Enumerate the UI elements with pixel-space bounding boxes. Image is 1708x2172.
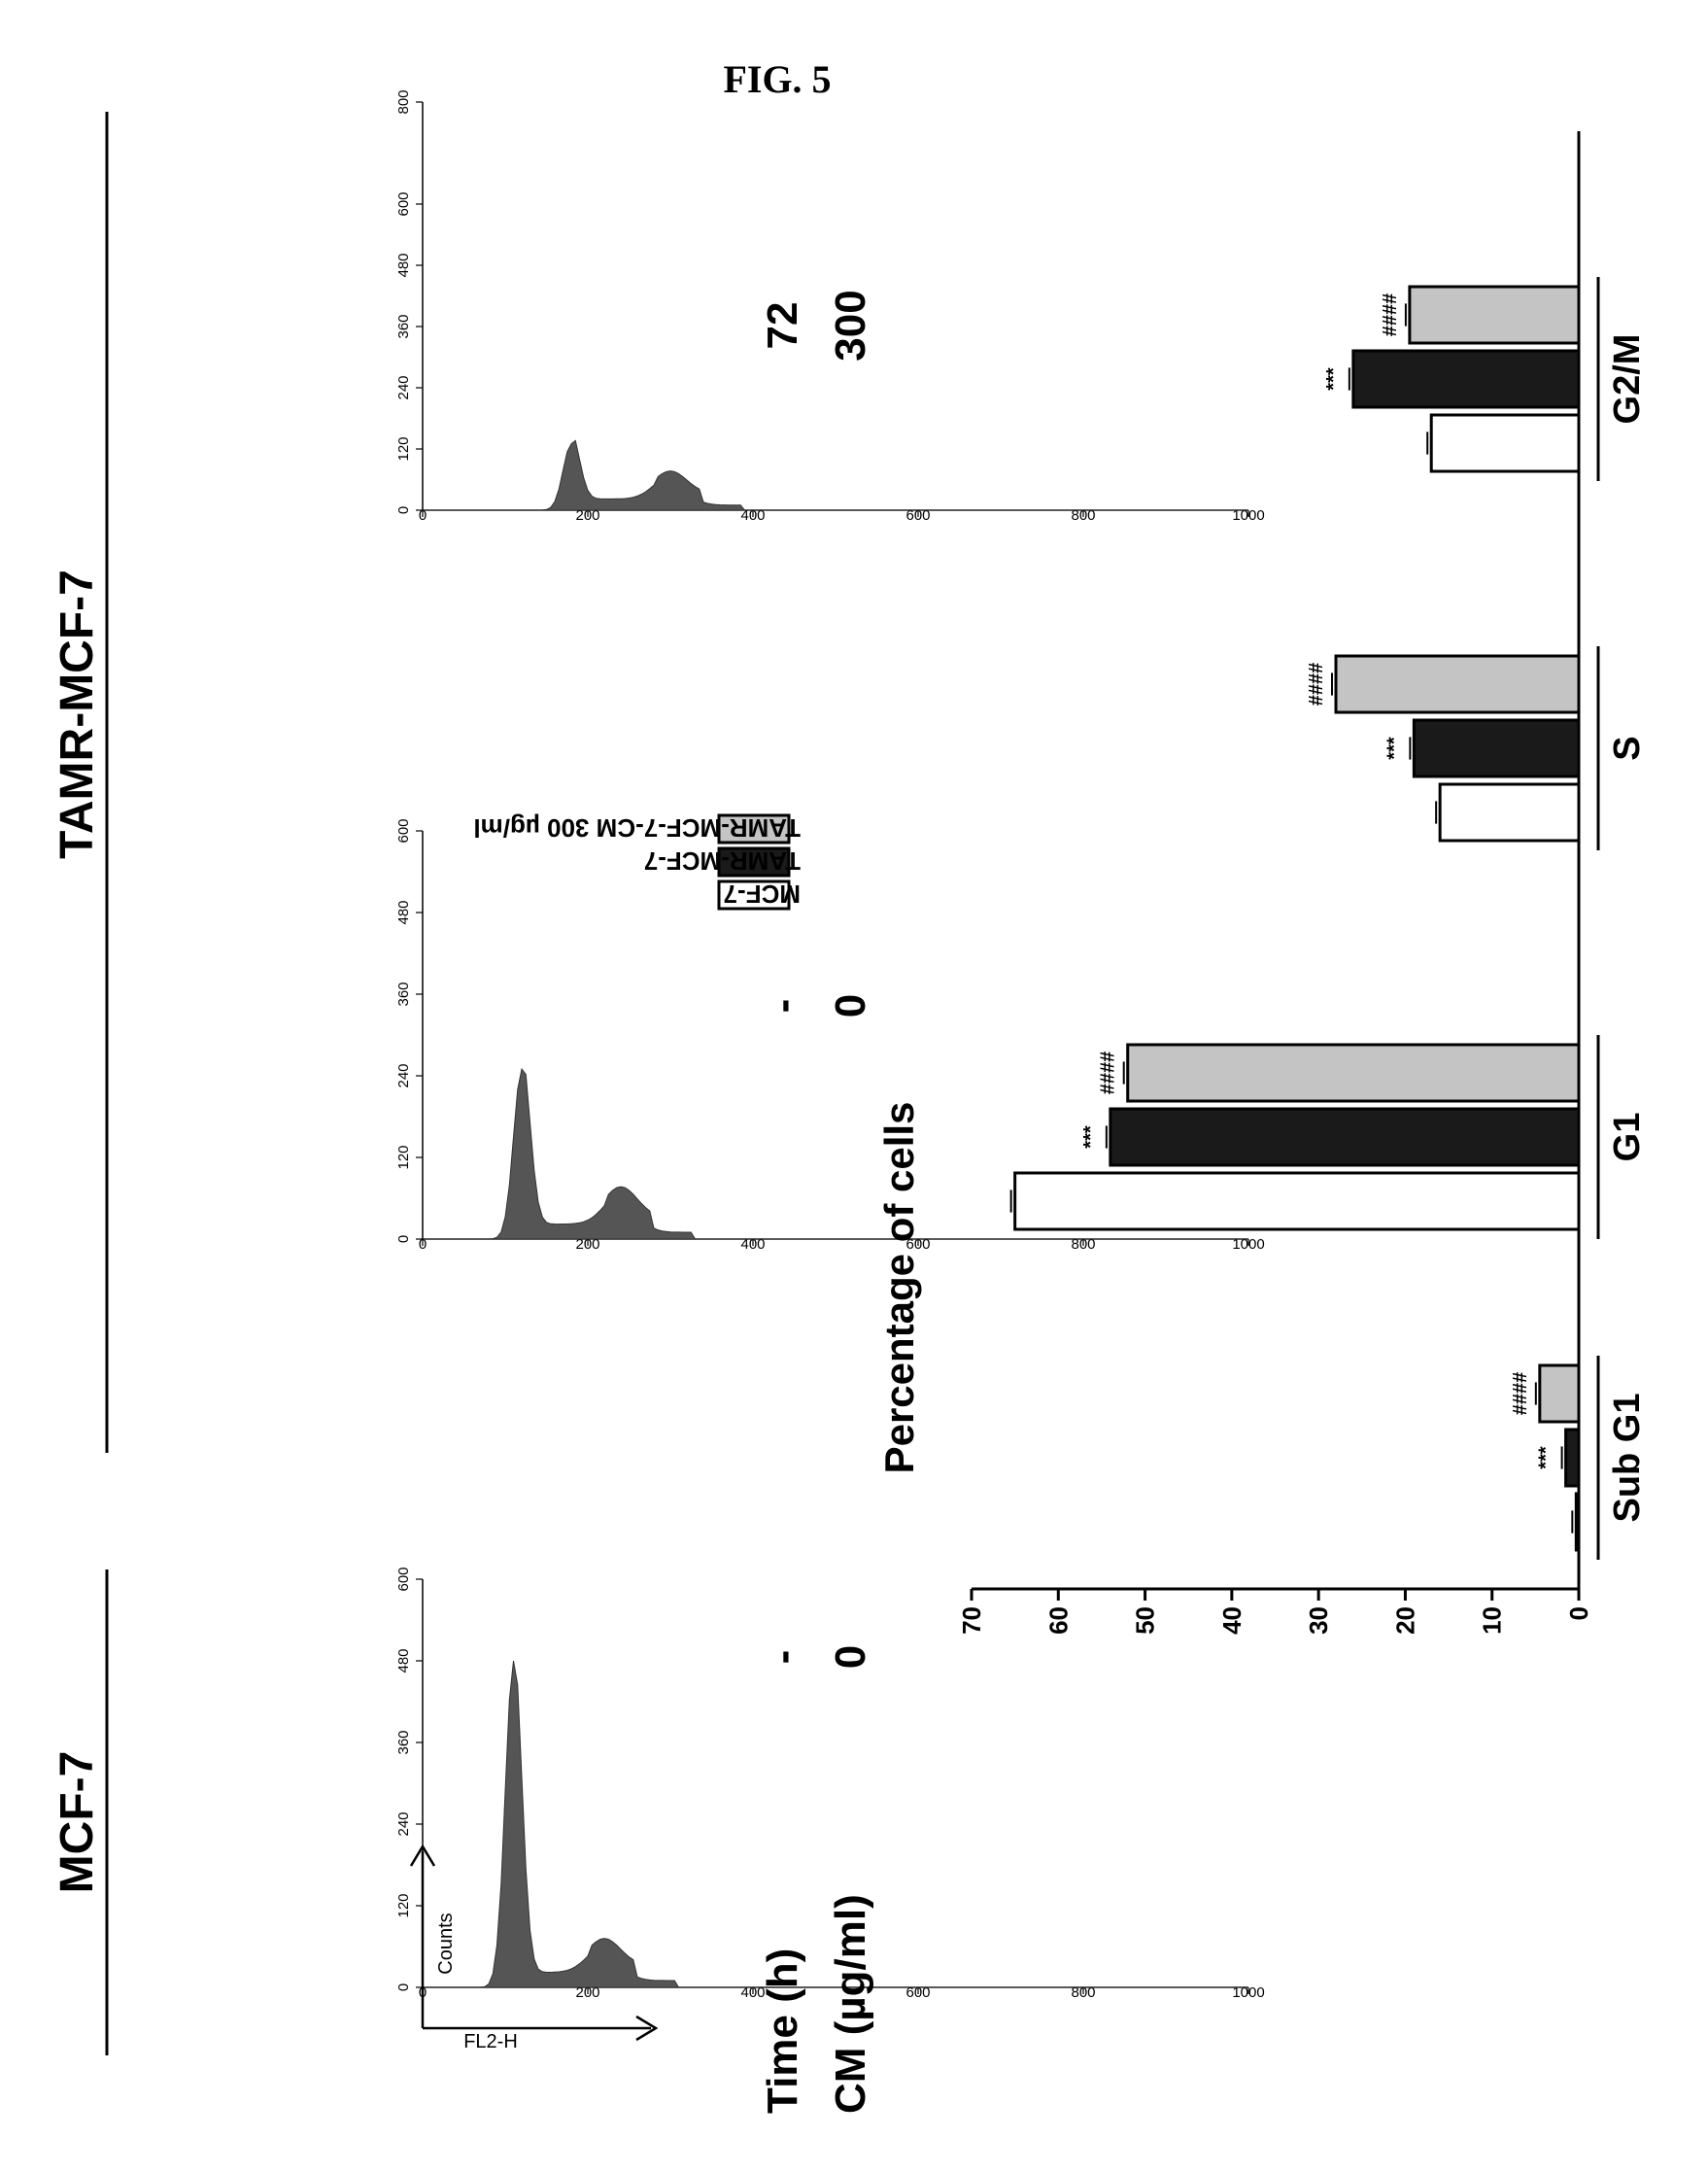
bar-2-1 bbox=[1412, 718, 1581, 778]
bar-2-2 bbox=[1334, 654, 1581, 714]
time-label: Time (h) bbox=[759, 1948, 806, 2114]
bar-1-1 bbox=[1109, 1107, 1581, 1167]
hist-x-tick-label: 400 bbox=[740, 1236, 765, 1253]
hist-x-tick-label: 400 bbox=[740, 507, 765, 524]
significance-label-0: *** bbox=[1536, 1446, 1557, 1469]
bar-y-axis-label: Percentage of cells bbox=[876, 1102, 922, 1474]
legend-swatch-2 bbox=[717, 813, 791, 845]
hist-x-tick-label: 1000 bbox=[1232, 1236, 1264, 1253]
time-value-1: - bbox=[759, 999, 806, 1014]
bar-3-0 bbox=[1429, 413, 1581, 473]
significance-label-5: #### bbox=[1306, 663, 1327, 707]
hist-x-tick-label: 1000 bbox=[1232, 1984, 1264, 2001]
cm-value-1: 0 bbox=[827, 994, 874, 1017]
cm-value-2: 300 bbox=[827, 290, 874, 361]
legend-swatch-0 bbox=[717, 879, 791, 911]
hist-y-arrow-icon bbox=[409, 1844, 436, 2028]
bar-y-tick-label: 70 bbox=[957, 1606, 986, 1635]
bar-0-1 bbox=[1564, 1428, 1581, 1488]
hist-x-tick-label: 200 bbox=[575, 1236, 599, 1253]
bar-y-tick-label: 60 bbox=[1043, 1606, 1073, 1635]
hist-x-tick-label: 200 bbox=[575, 1984, 599, 2001]
bar-y-tick-label: 10 bbox=[1478, 1606, 1507, 1635]
hist-x-tick-label: 1000 bbox=[1232, 507, 1264, 524]
hist-area bbox=[423, 439, 1248, 511]
hist-x-tick-label: 0 bbox=[419, 507, 427, 524]
significance-label-7: #### bbox=[1380, 293, 1401, 337]
category-label-0: Sub G1 bbox=[1607, 1393, 1648, 1522]
bar-3-2 bbox=[1408, 285, 1581, 345]
legend-label-2: TAMR-MCF-7-CM 300 µg/ml bbox=[473, 813, 801, 843]
category-label-3: G2/M bbox=[1607, 334, 1648, 425]
hist-y-tick-label: 480 bbox=[395, 900, 412, 924]
hist-x-tick-label: 800 bbox=[1071, 507, 1095, 524]
hist-y-tick-label: 0 bbox=[395, 506, 412, 514]
hist-y-tick-label: 0 bbox=[395, 1983, 412, 1991]
legend-label-0: MCF-7 bbox=[724, 879, 801, 909]
hist-y-tick-label: 480 bbox=[395, 1648, 412, 1672]
hist-y-tick-label: 120 bbox=[395, 1145, 412, 1169]
cm-label: CM (µg/ml) bbox=[827, 1894, 874, 2114]
hist-y-tick-label: 600 bbox=[395, 818, 412, 843]
bar-y-tick-label: 0 bbox=[1564, 1606, 1593, 1620]
bar-y-tick-label: 20 bbox=[1390, 1606, 1419, 1635]
significance-label-4: *** bbox=[1383, 737, 1405, 760]
hist-y-tick-label: 240 bbox=[395, 375, 412, 399]
hist-y-tick-label: 360 bbox=[395, 314, 412, 338]
cm-value-0: 0 bbox=[827, 1645, 874, 1669]
significance-label-1: #### bbox=[1510, 1372, 1531, 1416]
significance-label-2: *** bbox=[1080, 1125, 1102, 1149]
hist-x-tick-label: 600 bbox=[905, 1984, 930, 2001]
hist-y-tick-label: 360 bbox=[395, 982, 412, 1006]
hist-y-tick-label: 240 bbox=[395, 1063, 412, 1087]
category-label-1: G1 bbox=[1607, 1113, 1648, 1162]
bar-y-tick-label: 30 bbox=[1304, 1606, 1333, 1635]
bar-1-2 bbox=[1126, 1043, 1581, 1103]
time-value-0: - bbox=[759, 1650, 806, 1665]
histogram-tamr-0: 0 120 240 360 480 600 0 200 400 600 800 1000 bbox=[395, 818, 1265, 1253]
hist-x-arrow-icon bbox=[423, 2015, 659, 2042]
bar-3-1 bbox=[1351, 349, 1581, 409]
group-label-1: TAMR-MCF-7 bbox=[51, 569, 103, 859]
figure-title: FIG. 5 bbox=[723, 57, 832, 101]
legend-swatch-1 bbox=[717, 846, 791, 878]
time-value-2: 72 bbox=[759, 302, 806, 350]
hist-area bbox=[423, 1660, 1248, 1988]
hist-y-tick-label: 600 bbox=[395, 1567, 412, 1591]
hist-y-tick-label: 800 bbox=[395, 89, 412, 114]
hist-y-tick-label: 360 bbox=[395, 1730, 412, 1754]
bar-y-tick-label: 40 bbox=[1217, 1606, 1247, 1635]
group-label-0: MCF-7 bbox=[51, 1751, 103, 1894]
hist-x-tick-label: 800 bbox=[1071, 1984, 1095, 2001]
hist-y-axis-label: Counts bbox=[435, 1913, 457, 1974]
category-label-2: S bbox=[1607, 736, 1648, 760]
hist-y-tick-label: 120 bbox=[395, 1893, 412, 1917]
histogram-mcf7-0: 0 120 240 360 480 600 0 200 400 600 800 1000 FL2-H Co… bbox=[395, 1567, 1265, 2052]
legend-label-1: TAMR-MCF-7 bbox=[644, 846, 801, 876]
significance-label-6: *** bbox=[1323, 367, 1345, 391]
significance-label-3: #### bbox=[1098, 1052, 1119, 1095]
hist-x-axis-label: FL2-H bbox=[463, 2031, 518, 2052]
bar-1-0 bbox=[1013, 1171, 1581, 1231]
hist-area bbox=[423, 1067, 1248, 1240]
bar-2-0 bbox=[1438, 782, 1581, 843]
hist-y-tick-label: 120 bbox=[395, 436, 412, 461]
bar-0-2 bbox=[1538, 1363, 1581, 1424]
hist-y-tick-label: 480 bbox=[395, 253, 412, 277]
hist-y-tick-label: 600 bbox=[395, 191, 412, 216]
bar-y-tick-label: 50 bbox=[1131, 1606, 1160, 1635]
histogram-tamr-cm300: 0 120 240 360 480 600 800 0 200 400 600 800 1000 bbox=[395, 89, 1265, 524]
hist-x-tick-label: 0 bbox=[419, 1236, 427, 1253]
bar-0-0 bbox=[1574, 1492, 1581, 1552]
hist-x-tick-label: 800 bbox=[1071, 1236, 1095, 1253]
hist-x-tick-label: 600 bbox=[905, 507, 930, 524]
hist-x-tick-label: 200 bbox=[575, 507, 599, 524]
hist-x-tick-label: 600 bbox=[905, 1236, 930, 1253]
hist-y-tick-label: 240 bbox=[395, 1811, 412, 1836]
hist-x-tick-label: 400 bbox=[740, 1984, 765, 2001]
hist-y-tick-label: 0 bbox=[395, 1235, 412, 1243]
